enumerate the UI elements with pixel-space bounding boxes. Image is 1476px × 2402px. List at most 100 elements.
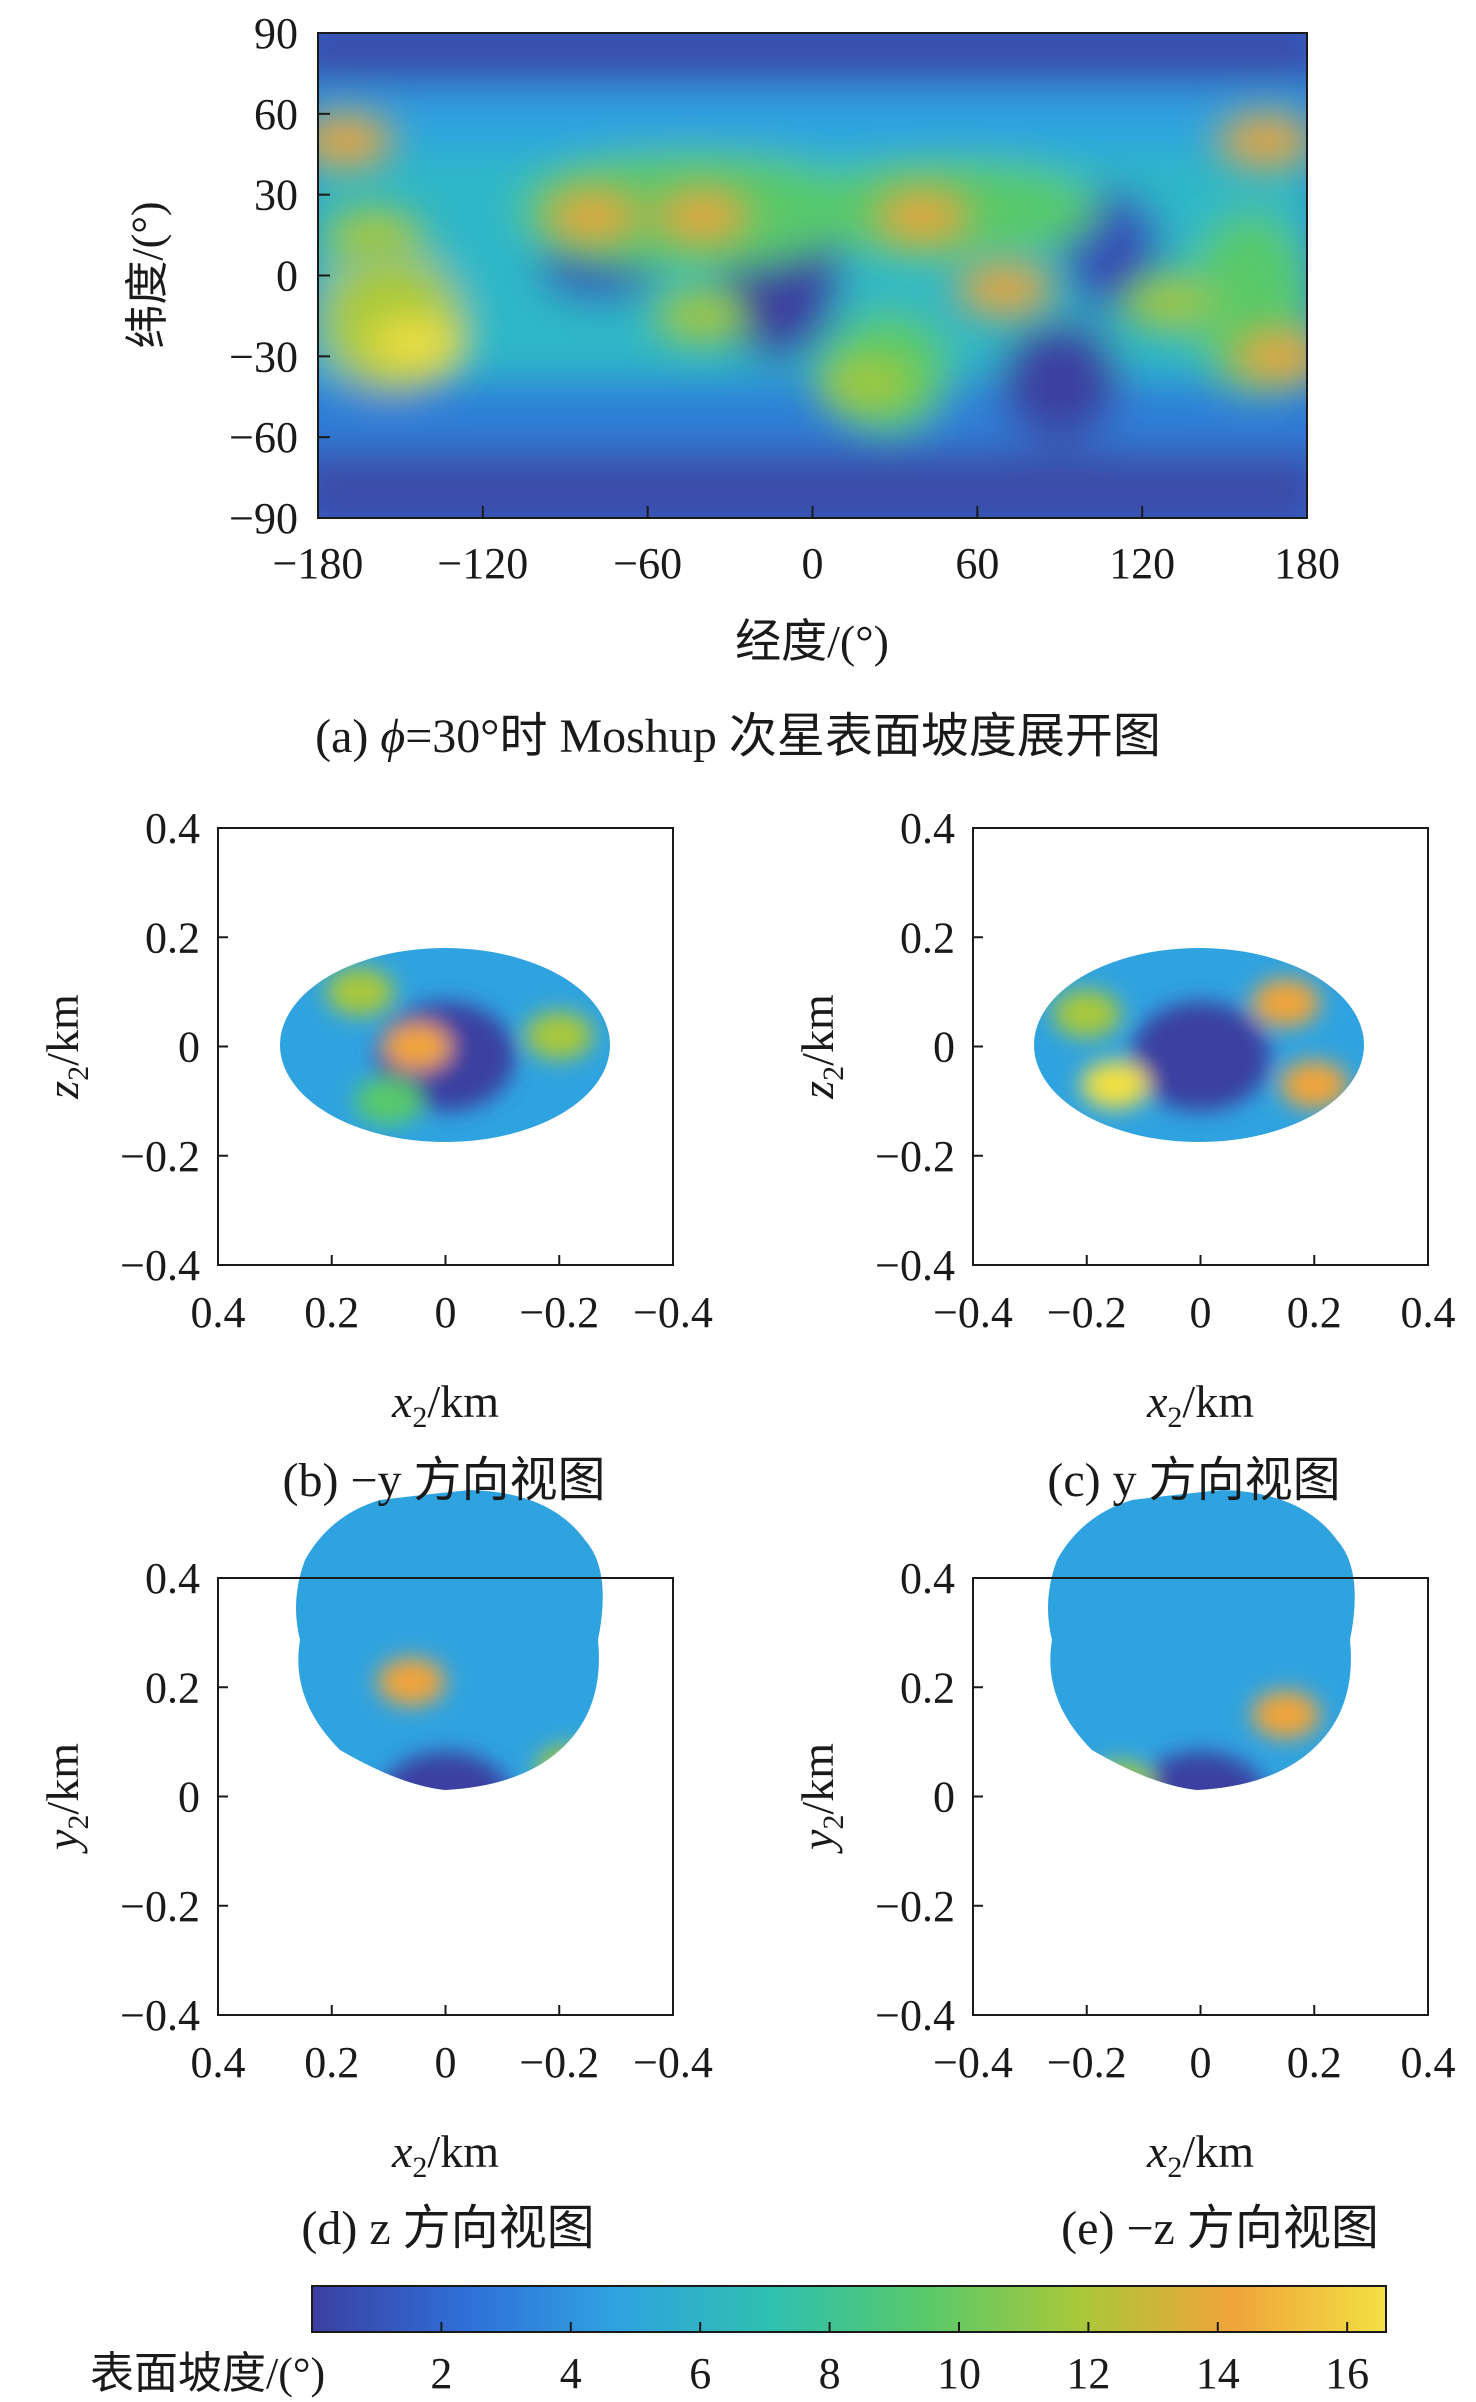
caption-e: (e) −z 方向视图	[1061, 2202, 1379, 2255]
body-d-base	[296, 1490, 603, 1790]
b-ytick-label: 0.4	[145, 804, 200, 853]
c-xtick-label: 0.4	[1401, 1288, 1456, 1337]
panel-e-ylabel: y2/km	[792, 1743, 850, 1854]
a-ytick-label: 0	[276, 252, 298, 301]
d-core-dark	[375, 1751, 516, 1790]
d-ytick-label: 0.4	[145, 1554, 200, 1603]
e-xtick-label: −0.2	[1047, 2038, 1127, 2087]
panel-b-xlabel: x2/km	[391, 1376, 499, 1434]
c-ytick-label: −0.2	[875, 1132, 955, 1181]
a-hotspot	[1121, 276, 1218, 329]
c-core-dark	[1130, 1001, 1271, 1112]
b-hotspot	[354, 1077, 423, 1126]
a-hotspot	[324, 209, 421, 262]
caption-c: (c) y 方向视图	[1047, 1454, 1341, 1507]
e-hotspot	[1251, 1690, 1320, 1739]
heat-band-south-mid	[318, 380, 1307, 450]
b-hotspot	[383, 1022, 452, 1071]
a-hotspot	[956, 262, 1053, 315]
a-ytick-label: 90	[254, 9, 298, 58]
e-ytick-label: −0.4	[875, 1991, 955, 2040]
colorbar-tick-label: 10	[937, 2349, 981, 2398]
b-xtick-label: −0.4	[633, 1288, 713, 1337]
colorbar: 表面坡度/(°) 2 4 6 8 10 12 14 16	[90, 2285, 1387, 2398]
panel-b-ylabel: z2/km	[37, 994, 95, 1100]
b-ytick-label: 0.2	[145, 913, 200, 962]
b-xtick-label: 0.4	[191, 1288, 246, 1337]
c-xtick-label: −0.4	[933, 1288, 1013, 1337]
caption-a-pre: (a)	[315, 710, 381, 763]
c-ytick-label: 0	[933, 1023, 955, 1072]
c-hotspot	[1081, 1060, 1150, 1109]
c-ytick-label: −0.4	[875, 1241, 955, 1290]
a-hotspot	[1217, 114, 1307, 167]
body-e-base	[1048, 1490, 1355, 1790]
a-xtick-label: −180	[273, 539, 364, 588]
panel-d-xlabel: x2/km	[391, 2126, 499, 2184]
heat-band-north-mid	[318, 90, 1307, 150]
panel-a-heatmap	[318, 33, 1307, 518]
c-ytick-label: 0.2	[900, 913, 955, 962]
a-xtick-label: −120	[437, 539, 528, 588]
d-hotspot	[298, 1827, 366, 1875]
panel-a-ticks: −180 −120 −60 0 60 120 180 90 60 30 0 −30 −60 −90	[229, 9, 1340, 588]
colorbar-tick-label: 12	[1066, 2349, 1110, 2398]
colorbar-tick-label: 14	[1196, 2349, 1240, 2398]
e-xtick-label: 0.2	[1287, 2038, 1342, 2087]
c-xtick-label: −0.2	[1047, 1288, 1127, 1337]
a-hotspot	[654, 190, 751, 243]
panel-c-ylabel: z2/km	[792, 994, 850, 1100]
a-xtick-label: 0	[802, 539, 824, 588]
a-hotspot	[654, 289, 751, 342]
d-hotspot	[377, 1657, 446, 1706]
panel-a: −180 −120 −60 0 60 120 180 90 60 30 0 −30 −60 −90 纬度/…	[123, 9, 1340, 667]
colorbar-gradient	[311, 2285, 1387, 2333]
heat-ridge-green	[320, 250, 460, 390]
e-xtick-label: 0.4	[1401, 2038, 1456, 2087]
colorbar-tick-label: 16	[1325, 2349, 1369, 2398]
b-ytick-label: −0.4	[120, 1241, 200, 1290]
panel-a-xlabel: 经度/(°)	[735, 616, 889, 667]
a-ytick-label: −30	[229, 332, 298, 381]
a-xtick-label: 60	[955, 539, 999, 588]
e-hotspot	[1086, 1761, 1155, 1790]
a-hotspot	[819, 357, 916, 410]
panel-frames: 0.4 0.2 0 −0.2 −0.40.40.20−0.2−0.4x2/kmz2/km…	[37, 804, 1456, 2184]
c-hotspot	[1251, 978, 1320, 1027]
e-hotspot	[1291, 1772, 1355, 1790]
d-hotspot	[536, 1745, 603, 1790]
a-hotspot	[366, 316, 463, 369]
e-xtick-label: 0	[1190, 2038, 1212, 2087]
panel-a-hotspots	[318, 114, 1307, 410]
heat-band-north-pole	[318, 33, 1307, 80]
d-hotspot	[497, 1844, 565, 1892]
colorbar-tick-label: 6	[689, 2349, 711, 2398]
b-xtick-label: 0	[435, 1288, 457, 1337]
c-xtick-label: 0.2	[1287, 1288, 1342, 1337]
d-xtick-label: 0	[435, 2038, 457, 2087]
e-ytick-label: −0.2	[875, 1882, 955, 1931]
caption-b: (b) −y 方向视图	[282, 1454, 606, 1507]
a-hotspot	[1231, 330, 1307, 383]
caption-a-symbol: ϕ	[380, 710, 406, 763]
a-ytick-label: −60	[229, 413, 298, 462]
e-ytick-label: 0	[933, 1773, 955, 1822]
e-ytick-label: 0.4	[900, 1554, 955, 1603]
a-xtick-label: 120	[1109, 539, 1175, 588]
colorbar-tick-label: 4	[560, 2349, 582, 2398]
d-ytick-label: 0	[178, 1773, 200, 1822]
panel-e-body	[1048, 1490, 1355, 1790]
panel-b-body	[280, 948, 610, 1142]
c-hotspot	[1052, 989, 1121, 1038]
b-hotspot	[326, 967, 395, 1016]
panel-e-xlabel: x2/km	[1146, 2126, 1254, 2184]
d-xtick-label: −0.2	[519, 2038, 599, 2087]
heat-patch-dark	[1000, 320, 1120, 440]
a-hotspot	[874, 190, 971, 243]
caption-a-post: =30°时 Moshup 次星表面坡度展开图	[405, 710, 1161, 763]
a-ytick-label: 60	[254, 90, 298, 139]
e-core-dark	[1130, 1751, 1271, 1790]
b-ytick-label: 0	[178, 1023, 200, 1072]
e-xtick-label: −0.4	[933, 2038, 1013, 2087]
